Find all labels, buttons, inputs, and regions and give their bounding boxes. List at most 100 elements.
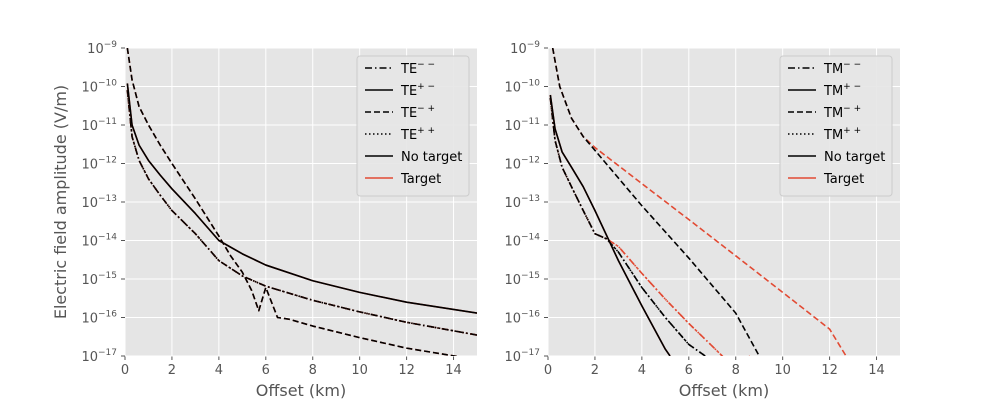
legend-label: TE bbox=[400, 106, 417, 121]
y-tick-label: 10−13 bbox=[504, 194, 540, 211]
series-line bbox=[126, 48, 460, 356]
y-tick-base: 10 bbox=[504, 273, 521, 288]
y-tick-label: 10−14 bbox=[504, 233, 540, 250]
y-tick-exponent: −12 bbox=[98, 156, 117, 166]
y-tick-exponent: −17 bbox=[98, 348, 117, 358]
legend-entry: TE− + bbox=[400, 104, 435, 121]
legend-entry: Target bbox=[400, 172, 441, 187]
y-tick-base: 10 bbox=[81, 196, 98, 211]
y-tick-exponent: −11 bbox=[521, 117, 540, 127]
x-axis-label: Offset (km) bbox=[679, 381, 770, 400]
series-line bbox=[126, 90, 477, 336]
right-panel-tm: 0 2 4 6 8 10 12 1410−910−1010−1110−1210−1310−14… bbox=[504, 40, 900, 400]
y-tick-exponent: −9 bbox=[527, 40, 541, 50]
y-tick-label: 10−10 bbox=[504, 79, 540, 96]
legend-entry: TM+ − bbox=[823, 82, 861, 99]
x-tick-label: 12 bbox=[821, 363, 838, 378]
x-axis-label: Offset (km) bbox=[256, 381, 347, 400]
x-tick-label: 0 bbox=[121, 363, 129, 378]
legend-box bbox=[356, 55, 470, 197]
legend-entry: Target bbox=[823, 172, 864, 187]
y-tick-base: 10 bbox=[504, 119, 521, 134]
y-tick-label: 10−12 bbox=[81, 156, 117, 173]
x-tick-label: 2 bbox=[168, 363, 176, 378]
y-tick-label: 10−11 bbox=[81, 117, 117, 134]
y-tick-label: 10−12 bbox=[504, 156, 540, 173]
y-tick-label: 10−11 bbox=[504, 117, 540, 134]
y-tick-exponent: −17 bbox=[521, 348, 540, 358]
legend-label: TE bbox=[400, 84, 417, 99]
series-line bbox=[126, 83, 477, 314]
y-tick-label: 10−14 bbox=[81, 233, 117, 250]
x-tick-label: 6 bbox=[262, 363, 270, 378]
legend-label: TE bbox=[400, 62, 417, 77]
y-tick-label: 10−16 bbox=[504, 310, 540, 327]
y-tick-exponent: −16 bbox=[521, 310, 540, 320]
legend-superscript: + − bbox=[843, 82, 861, 92]
y-tick-base: 10 bbox=[510, 42, 527, 57]
y-axis-label: Electric field amplitude (V/m) bbox=[51, 85, 70, 319]
legend-superscript: + − bbox=[417, 82, 435, 92]
y-tick-exponent: −10 bbox=[98, 79, 117, 89]
y-tick-label: 10−16 bbox=[81, 310, 117, 327]
legend-label: TE bbox=[400, 128, 417, 143]
x-tick-label: 8 bbox=[309, 363, 317, 378]
x-tick-label: 10 bbox=[774, 363, 791, 378]
y-tick-base: 10 bbox=[87, 42, 104, 57]
y-tick-exponent: −10 bbox=[521, 79, 540, 89]
y-tick-base: 10 bbox=[504, 350, 521, 365]
legend-superscript: − + bbox=[417, 104, 435, 114]
x-tick-label: 0 bbox=[544, 363, 552, 378]
y-tick-base: 10 bbox=[504, 312, 521, 327]
y-tick-exponent: −15 bbox=[98, 271, 117, 281]
legend-superscript: − + bbox=[843, 104, 861, 114]
y-tick-label: 10−15 bbox=[81, 271, 117, 288]
y-tick-base: 10 bbox=[504, 235, 521, 250]
legend-entry: TM− − bbox=[823, 60, 861, 77]
x-tick-label: 4 bbox=[638, 363, 646, 378]
y-tick-label: 10−9 bbox=[510, 40, 540, 57]
y-tick-exponent: −13 bbox=[98, 194, 117, 204]
legend-label: TM bbox=[823, 84, 843, 99]
legend-entry: TE+ − bbox=[400, 82, 435, 99]
y-tick-exponent: −9 bbox=[104, 40, 118, 50]
y-tick-label: 10−10 bbox=[81, 79, 117, 96]
y-tick-base: 10 bbox=[504, 196, 521, 211]
legend-label: Target bbox=[823, 172, 864, 187]
legend-superscript: − − bbox=[417, 60, 435, 70]
y-tick-exponent: −14 bbox=[98, 233, 117, 243]
left-panel-te: 0 2 4 6 8 10 12 1410−910−1010−1110−1210−1310−14… bbox=[51, 40, 477, 400]
y-tick-label: 10−15 bbox=[504, 271, 540, 288]
y-tick-base: 10 bbox=[81, 235, 98, 250]
legend-label: No target bbox=[824, 150, 885, 165]
y-tick-label: 10−13 bbox=[81, 194, 117, 211]
y-tick-exponent: −12 bbox=[521, 156, 540, 166]
y-tick-exponent: −13 bbox=[521, 194, 540, 204]
legend-label: TM bbox=[823, 62, 843, 77]
x-tick-label: 8 bbox=[732, 363, 740, 378]
series-line bbox=[549, 94, 671, 356]
y-tick-base: 10 bbox=[81, 350, 98, 365]
legend-entry: TE− − bbox=[400, 60, 435, 77]
legend-entry: No target bbox=[824, 150, 885, 165]
legend-label: No target bbox=[401, 150, 462, 165]
y-tick-base: 10 bbox=[504, 158, 521, 173]
legend-entry: No target bbox=[401, 150, 462, 165]
y-tick-base: 10 bbox=[81, 81, 98, 96]
y-tick-exponent: −16 bbox=[98, 310, 117, 320]
x-tick-label: 12 bbox=[398, 363, 415, 378]
y-tick-label: 10−9 bbox=[87, 40, 117, 57]
y-tick-exponent: −14 bbox=[521, 233, 540, 243]
legend-entry: TM− + bbox=[823, 104, 861, 121]
y-tick-base: 10 bbox=[504, 81, 521, 96]
x-tick-label: 6 bbox=[685, 363, 693, 378]
legend-superscript: + + bbox=[417, 126, 435, 136]
x-tick-label: 14 bbox=[445, 363, 462, 378]
x-tick-label: 14 bbox=[868, 363, 885, 378]
series-line bbox=[551, 48, 760, 356]
y-tick-label: 10−17 bbox=[504, 348, 540, 365]
legend-entry: TE+ + bbox=[400, 126, 435, 143]
